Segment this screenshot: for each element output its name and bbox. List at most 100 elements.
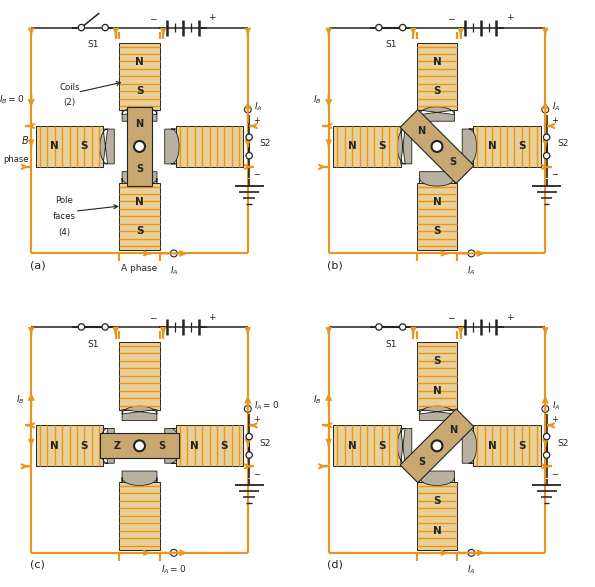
Polygon shape xyxy=(122,471,157,485)
Polygon shape xyxy=(122,406,157,421)
Text: S1: S1 xyxy=(385,340,396,349)
Text: $+$: $+$ xyxy=(550,115,559,125)
Text: $I_B$: $I_B$ xyxy=(314,94,322,106)
FancyBboxPatch shape xyxy=(119,482,160,549)
Text: $-$: $-$ xyxy=(447,313,456,322)
Circle shape xyxy=(136,442,143,450)
Circle shape xyxy=(543,134,550,140)
Text: $I_A$: $I_A$ xyxy=(467,264,475,276)
Circle shape xyxy=(433,143,441,150)
Text: $-$: $-$ xyxy=(149,313,158,322)
Text: N: N xyxy=(51,141,59,151)
Text: S: S xyxy=(433,226,441,237)
Polygon shape xyxy=(100,129,114,164)
FancyBboxPatch shape xyxy=(36,426,103,466)
Text: S1: S1 xyxy=(385,41,396,49)
FancyBboxPatch shape xyxy=(333,426,400,466)
Circle shape xyxy=(433,442,441,450)
Text: $I_B$: $I_B$ xyxy=(16,393,24,406)
Text: N: N xyxy=(51,441,59,451)
Text: S: S xyxy=(518,141,525,151)
Circle shape xyxy=(542,106,549,113)
Circle shape xyxy=(543,433,550,440)
Polygon shape xyxy=(397,129,412,164)
Text: S: S xyxy=(433,86,441,96)
Text: $-$: $-$ xyxy=(550,468,559,477)
FancyBboxPatch shape xyxy=(416,482,458,549)
Circle shape xyxy=(246,153,252,159)
Polygon shape xyxy=(127,107,152,186)
Polygon shape xyxy=(165,429,179,463)
Text: $-$: $-$ xyxy=(253,468,261,477)
Text: $+$: $+$ xyxy=(550,414,559,424)
Text: N: N xyxy=(348,441,356,451)
Text: $I_A = 0$: $I_A = 0$ xyxy=(161,564,187,576)
Polygon shape xyxy=(462,429,477,463)
Text: N: N xyxy=(417,126,425,136)
Circle shape xyxy=(78,25,84,31)
Text: (2): (2) xyxy=(64,99,76,107)
FancyBboxPatch shape xyxy=(176,426,243,466)
Circle shape xyxy=(245,106,251,113)
Text: N: N xyxy=(488,141,497,151)
Polygon shape xyxy=(419,171,455,186)
Text: S: S xyxy=(158,441,165,451)
Circle shape xyxy=(134,440,145,451)
Text: Coils: Coils xyxy=(60,83,80,92)
Circle shape xyxy=(399,324,406,330)
Text: Z: Z xyxy=(114,441,121,451)
Text: $-$: $-$ xyxy=(253,168,261,177)
Text: (b): (b) xyxy=(327,260,343,270)
Text: $-$: $-$ xyxy=(550,168,559,177)
Text: S1: S1 xyxy=(87,340,99,349)
Circle shape xyxy=(246,452,252,458)
FancyBboxPatch shape xyxy=(474,426,541,466)
Text: S2: S2 xyxy=(259,139,271,149)
Circle shape xyxy=(431,141,443,152)
FancyBboxPatch shape xyxy=(119,43,160,110)
Circle shape xyxy=(431,440,443,451)
Text: $+$: $+$ xyxy=(208,12,217,22)
Text: phase: phase xyxy=(3,155,29,164)
Polygon shape xyxy=(419,471,455,485)
Text: N: N xyxy=(488,441,497,451)
Text: N: N xyxy=(135,197,144,207)
Text: faces: faces xyxy=(53,212,76,221)
Text: $I_A$: $I_A$ xyxy=(170,264,178,276)
Polygon shape xyxy=(100,429,114,463)
Text: B: B xyxy=(22,136,29,146)
Text: S: S xyxy=(378,141,386,151)
Circle shape xyxy=(543,153,550,159)
Text: N: N xyxy=(433,197,441,207)
Text: S: S xyxy=(449,157,456,167)
Polygon shape xyxy=(419,107,455,122)
Text: S1: S1 xyxy=(87,41,99,49)
Text: $-$: $-$ xyxy=(149,14,158,22)
Text: $I_A$: $I_A$ xyxy=(552,400,560,413)
FancyBboxPatch shape xyxy=(36,126,103,167)
Polygon shape xyxy=(400,409,474,483)
Text: (c): (c) xyxy=(30,559,45,569)
Text: $+$: $+$ xyxy=(208,312,217,322)
Text: S: S xyxy=(221,441,228,451)
Text: N: N xyxy=(433,386,441,396)
Text: (d): (d) xyxy=(327,559,343,569)
Text: S: S xyxy=(136,86,143,96)
Text: S: S xyxy=(136,164,143,174)
FancyBboxPatch shape xyxy=(416,183,458,250)
Text: S: S xyxy=(80,141,88,151)
FancyBboxPatch shape xyxy=(333,126,400,167)
Text: $I_A$: $I_A$ xyxy=(552,100,560,113)
Text: A phase: A phase xyxy=(121,264,158,273)
Text: $I_B = 0$: $I_B = 0$ xyxy=(0,94,24,106)
FancyBboxPatch shape xyxy=(474,126,541,167)
Text: S2: S2 xyxy=(259,438,271,448)
Text: N: N xyxy=(135,56,144,67)
Circle shape xyxy=(375,324,382,330)
Text: N: N xyxy=(136,119,143,129)
Circle shape xyxy=(468,549,475,556)
Circle shape xyxy=(102,25,108,31)
Polygon shape xyxy=(122,107,157,122)
Text: $I_A$: $I_A$ xyxy=(255,100,263,113)
FancyBboxPatch shape xyxy=(176,126,243,167)
